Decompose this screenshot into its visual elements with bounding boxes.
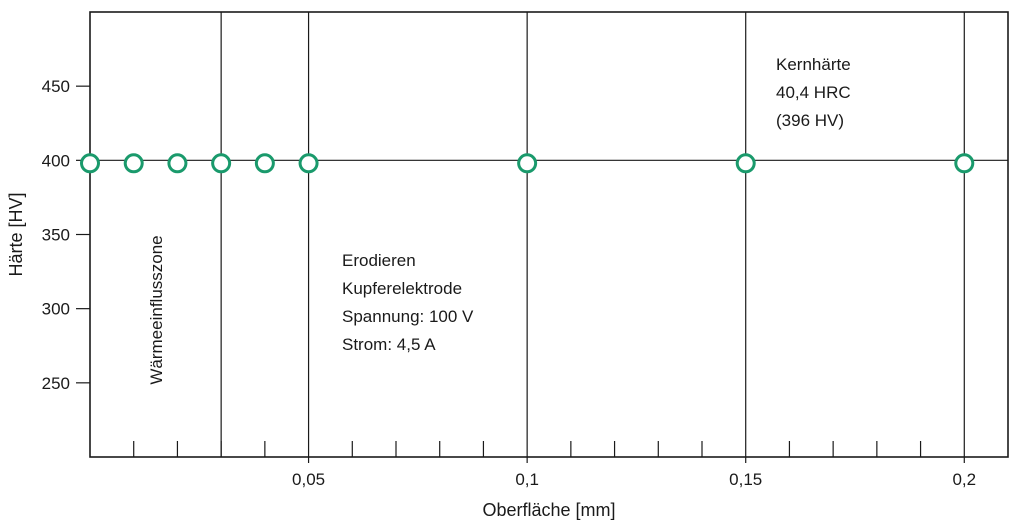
x-axis-ticks: 0,05 0,1 0,15 0,2: [292, 457, 976, 489]
data-point: [123, 153, 144, 174]
x-axis-title: Oberfläche [mm]: [482, 500, 615, 520]
data-point: [211, 153, 232, 174]
y-tick-label: 450: [42, 77, 70, 96]
x-tick-label: 0,2: [952, 470, 976, 489]
y-tick-label: 250: [42, 374, 70, 393]
annotation-process-line: Kupferelektrode: [342, 279, 462, 298]
grid-lines: [90, 12, 1008, 457]
annotation-process-line: Erodieren: [342, 251, 416, 270]
data-point: [517, 153, 538, 174]
y-tick-label: 350: [42, 226, 70, 245]
annotation-process-line: Strom: 4,5 A: [342, 335, 436, 354]
x-minor-ticks: [133, 441, 922, 457]
data-point: [80, 153, 100, 174]
data-points: [80, 153, 975, 174]
x-tick-label: 0,05: [292, 470, 325, 489]
annotation-heat-affected-zone: Wärmeeinflusszone: [147, 235, 166, 384]
data-point: [298, 153, 319, 174]
annotation-core-hardness-line: 40,4 HRC: [776, 83, 851, 102]
annotation-process-line: Spannung: 100 V: [342, 307, 474, 326]
y-axis-ticks: 250 300 350 400 450: [42, 77, 90, 393]
y-tick-label: 300: [42, 300, 70, 319]
annotation-core-hardness-line: (396 HV): [776, 111, 844, 130]
data-point: [735, 153, 756, 174]
data-point: [167, 153, 188, 174]
annotation-core-hardness-line: Kernhärte: [776, 55, 851, 74]
y-axis-title: Härte [HV]: [6, 192, 26, 276]
plot-frame: [89, 11, 1009, 458]
x-tick-label: 0,15: [729, 470, 762, 489]
x-tick-label: 0,1: [515, 470, 539, 489]
data-point: [954, 153, 975, 174]
y-tick-label: 400: [42, 151, 70, 170]
data-point: [254, 153, 275, 174]
